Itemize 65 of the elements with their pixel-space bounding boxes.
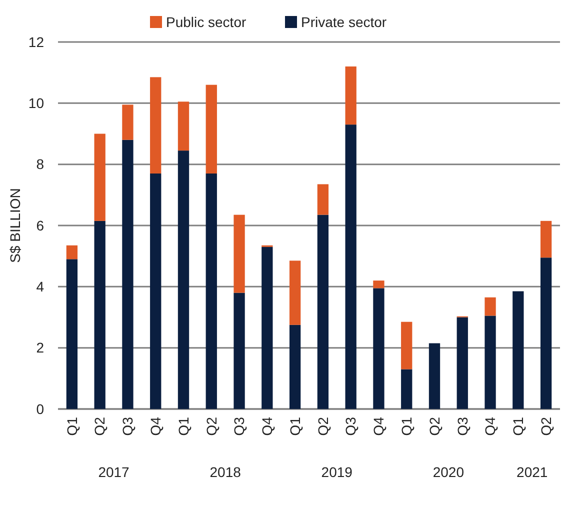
x-tick-label: Q2 — [203, 416, 220, 436]
legend-label: Public sector — [166, 14, 246, 30]
y-axis-title: S$ BILLION — [7, 188, 23, 263]
x-tick-label: Q3 — [231, 416, 248, 436]
bar — [234, 214, 245, 293]
x-tick-label: Q3 — [120, 416, 136, 436]
y-tick-label: 0 — [36, 400, 44, 417]
bar — [345, 124, 356, 409]
x-tick-label: Q2 — [314, 416, 331, 436]
bar — [373, 288, 384, 409]
bar — [373, 280, 384, 288]
text: 2021 — [516, 464, 548, 480]
x-tick-label: Q4 — [259, 416, 276, 436]
bar — [234, 292, 245, 409]
bar — [94, 134, 106, 221]
y-tick-label: 4 — [36, 278, 44, 295]
bar — [484, 297, 496, 316]
x-tick-label: Q4 — [482, 416, 498, 436]
bar — [401, 369, 412, 409]
bar — [206, 174, 217, 409]
x-tick-label: Q4 — [370, 416, 387, 436]
bar — [150, 174, 162, 409]
x-tick-label: Q1 — [398, 416, 415, 436]
text: 2018 — [210, 464, 242, 480]
bar — [345, 66, 356, 125]
bar — [484, 316, 496, 409]
bar — [122, 140, 134, 409]
text: 2017 — [98, 464, 130, 480]
bar — [289, 324, 301, 409]
bar — [66, 259, 78, 409]
bar — [289, 260, 301, 325]
bar — [512, 291, 524, 409]
x-tick-label: Q1 — [175, 416, 192, 436]
x-tick-label: Q1 — [510, 416, 526, 436]
text: 2020 — [432, 464, 464, 480]
x-tick-label: Q3 — [342, 416, 359, 436]
bar — [66, 245, 78, 260]
y-tick-label: 6 — [36, 217, 44, 234]
x-tick-label: Q2 — [426, 416, 442, 436]
bar — [540, 258, 552, 409]
x-tick-label: Q1 — [64, 416, 80, 436]
bar — [456, 317, 468, 409]
bar — [94, 220, 106, 409]
bar — [317, 184, 329, 215]
bar — [262, 246, 273, 409]
y-tick-label: 8 — [36, 156, 44, 172]
legend-label: Private sector — [301, 14, 387, 30]
y-tick-label: 10 — [28, 95, 44, 112]
bar — [122, 104, 134, 140]
text: 2019 — [321, 464, 353, 480]
bar — [206, 84, 217, 174]
y-tick-label: 2 — [36, 340, 44, 356]
bar — [401, 322, 412, 370]
bar — [150, 77, 162, 174]
bar — [540, 220, 552, 258]
x-tick-label: Q2 — [92, 416, 108, 436]
bar — [428, 343, 440, 409]
bar — [317, 214, 329, 409]
bar — [178, 150, 190, 409]
x-tick-label: Q2 — [538, 416, 554, 436]
x-tick-label: Q4 — [148, 416, 164, 436]
x-tick-label: Q1 — [286, 416, 303, 436]
x-tick-label: Q3 — [454, 416, 470, 436]
bar — [178, 102, 190, 151]
y-tick-label: 12 — [28, 34, 44, 50]
